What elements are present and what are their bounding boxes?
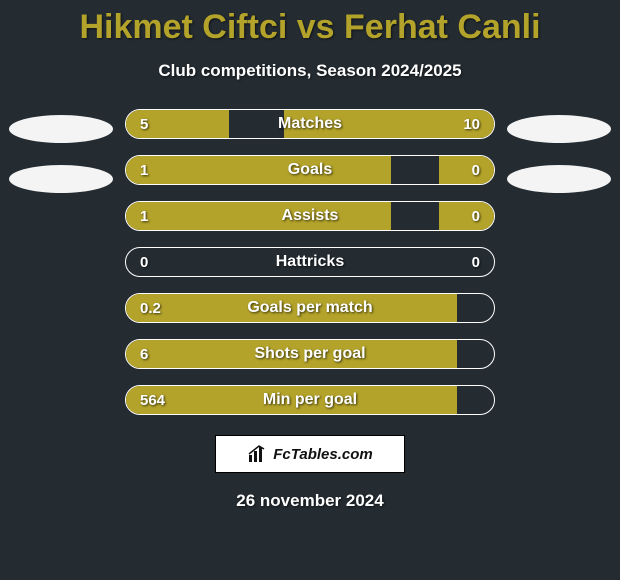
comparison-content: 510Matches 10Goals 10Assists 0 0Hattricks 0.2… (0, 109, 620, 415)
footer-date: 26 november 2024 (0, 491, 620, 511)
vs-text: vs (287, 8, 344, 46)
subtitle: Club competitions, Season 2024/2025 (0, 61, 620, 81)
player2-photos (504, 115, 614, 215)
stat-row: 0 0Hattricks (125, 247, 495, 277)
player1-photos (6, 115, 116, 215)
player1-photo-2 (9, 165, 113, 193)
stat-row: 564Min per goal (125, 385, 495, 415)
stat-row: 10Goals (125, 155, 495, 185)
stat-row: 10Assists (125, 201, 495, 231)
stat-label: Hattricks (126, 248, 494, 276)
stat-fill-left (126, 110, 229, 138)
stat-fill-right (284, 110, 494, 138)
stat-fill-left (126, 340, 457, 368)
stat-fill-right (439, 202, 494, 230)
player2-photo-2 (507, 165, 611, 193)
page-title: Hikmet Ciftci vs Ferhat Canli (0, 0, 620, 47)
player1-name: Hikmet Ciftci (79, 8, 287, 46)
stat-row: 0.2Goals per match (125, 293, 495, 323)
stat-value-right: 0 (472, 248, 480, 276)
player2-photo-1 (507, 115, 611, 143)
stat-row: 510Matches (125, 109, 495, 139)
stat-fill-left (126, 156, 391, 184)
stat-fill-left (126, 294, 457, 322)
stat-fill-right (439, 156, 494, 184)
stat-fill-left (126, 386, 457, 414)
stat-fill-left (126, 202, 391, 230)
player2-name: Ferhat Canli (344, 8, 540, 46)
player1-photo-1 (9, 115, 113, 143)
stat-bars: 510Matches 10Goals 10Assists 0 0Hattricks 0.2… (125, 109, 495, 415)
stat-row: 6Shots per goal (125, 339, 495, 369)
chart-icon (247, 444, 267, 464)
footer-brand: FcTables.com (273, 446, 372, 463)
stat-value-left: 0 (140, 248, 148, 276)
footer-logo[interactable]: FcTables.com (215, 435, 405, 473)
